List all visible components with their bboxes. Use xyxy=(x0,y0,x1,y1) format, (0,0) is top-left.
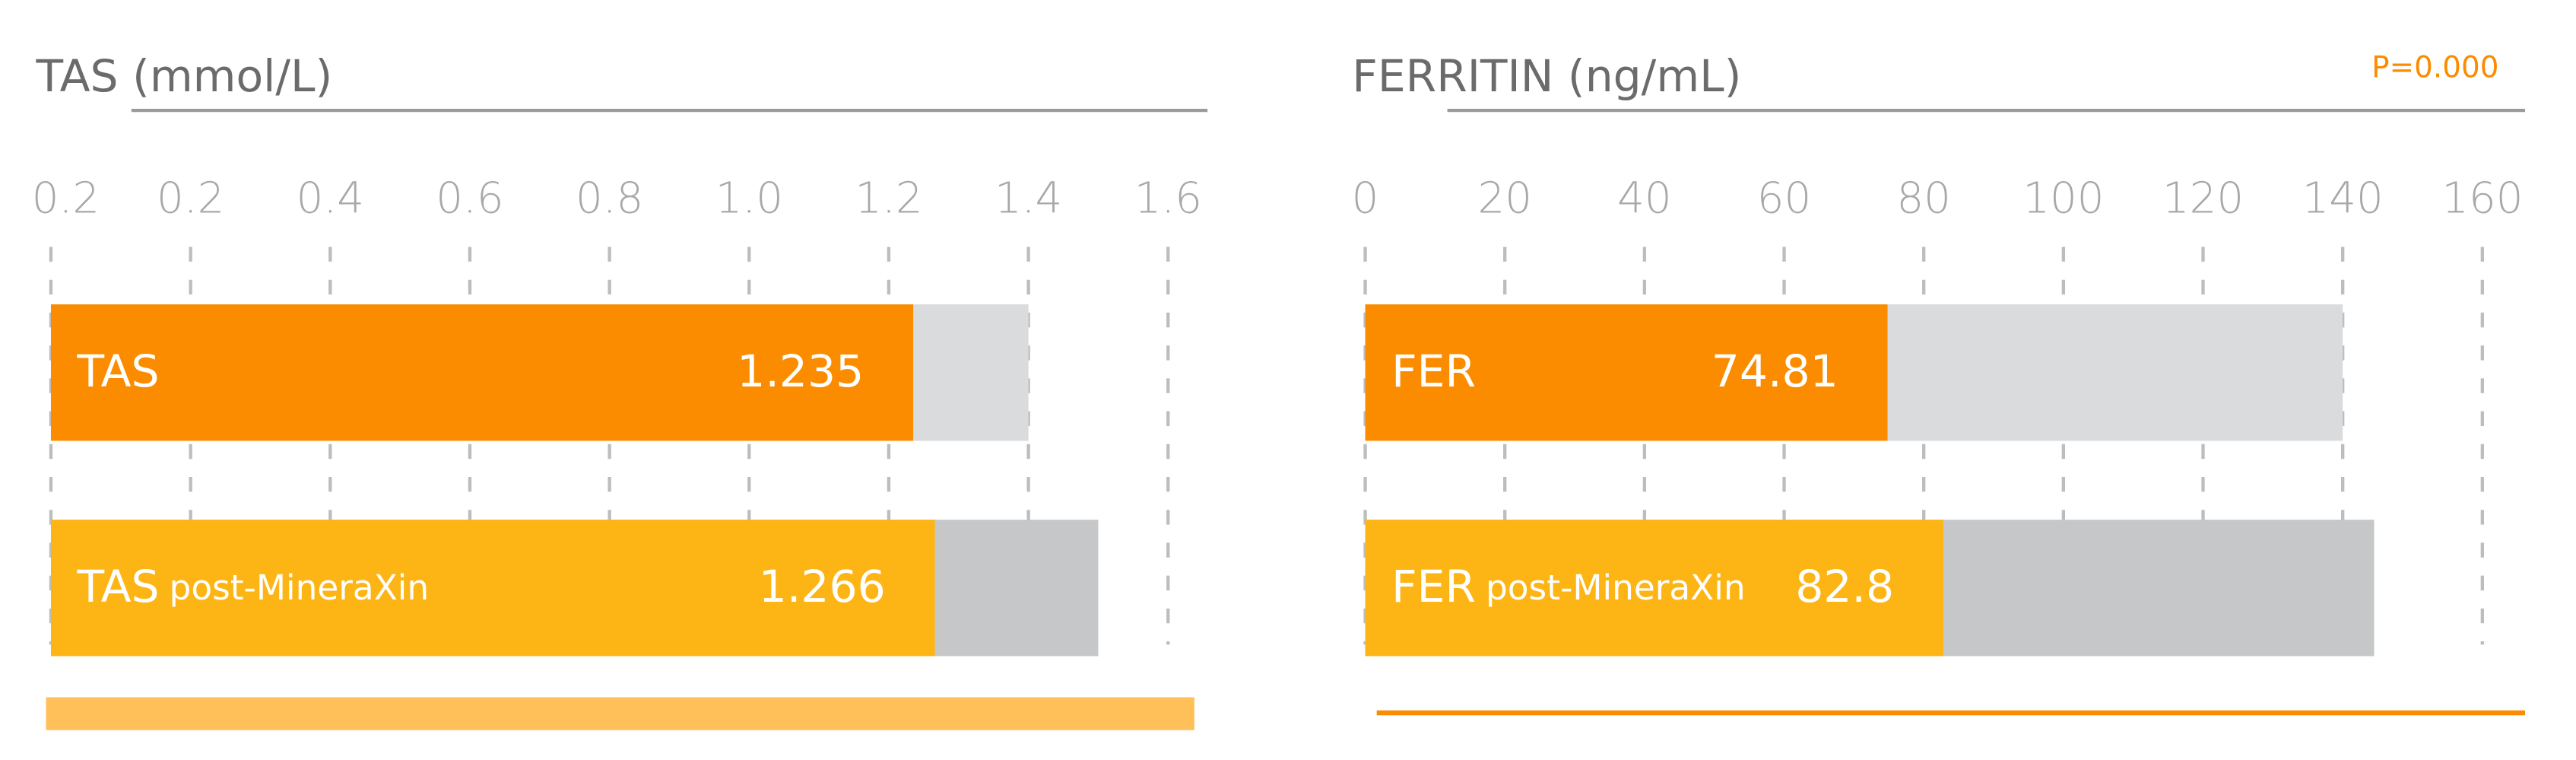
x-tick-label: 60 xyxy=(1757,173,1811,223)
x-tick-label: 1.4 xyxy=(995,173,1062,223)
x-tick-label: 0 xyxy=(1352,173,1379,223)
x-tick-label: 80 xyxy=(1896,173,1950,223)
value-label: 74.81 xyxy=(1712,345,1838,397)
bar-label-main: TAS xyxy=(77,561,160,612)
bar-label-main: TAS xyxy=(77,345,160,397)
bar-label-suffix: post-MineraXin xyxy=(1486,567,1746,607)
x-tick-label: 0.4 xyxy=(297,173,364,223)
bar-label-main: FER xyxy=(1391,561,1476,612)
value-label: 1.266 xyxy=(759,561,886,612)
bar-label: FER post-MineraXin xyxy=(1391,561,1745,612)
x-tick-label: 1.0 xyxy=(715,173,783,223)
annotation: P=0.000 xyxy=(2371,51,2498,85)
x-tick-label: 40 xyxy=(1617,173,1671,223)
x-tick-label: 0.8 xyxy=(576,173,643,223)
bar-label: FER xyxy=(1391,345,1476,397)
bar xyxy=(1365,304,1888,441)
bar xyxy=(50,304,914,441)
bar-label-main: FER xyxy=(1391,345,1476,397)
x-tick-label: 0.2 xyxy=(157,173,224,223)
x-tick-label: 0.2 xyxy=(32,173,100,223)
x-tick-label: 100 xyxy=(2022,173,2104,223)
x-tick-label: 120 xyxy=(2162,173,2244,223)
chart-title: TAS (mmol/L) xyxy=(36,50,333,102)
bar xyxy=(50,520,935,657)
value-label: 82.8 xyxy=(1795,561,1894,612)
x-tick-label: 160 xyxy=(2441,173,2523,223)
bar-label-suffix: post-MineraXin xyxy=(170,567,430,607)
x-tick-label: 0.6 xyxy=(436,173,503,223)
bar-label: TAS xyxy=(77,345,160,397)
value-label: 1.235 xyxy=(737,345,864,397)
chart-title: FERRITIN (ng/mL) xyxy=(1352,50,1741,102)
bar-label: TAS post-MineraXin xyxy=(77,561,430,612)
x-tick-label: 20 xyxy=(1477,173,1531,223)
footer-bar xyxy=(1376,710,2526,716)
x-tick-label: 1.6 xyxy=(1134,173,1202,223)
bar xyxy=(1365,520,1943,657)
x-tick-label: 140 xyxy=(2302,173,2384,223)
footer-bar xyxy=(46,697,1194,730)
x-tick-label: 1.2 xyxy=(855,173,922,223)
